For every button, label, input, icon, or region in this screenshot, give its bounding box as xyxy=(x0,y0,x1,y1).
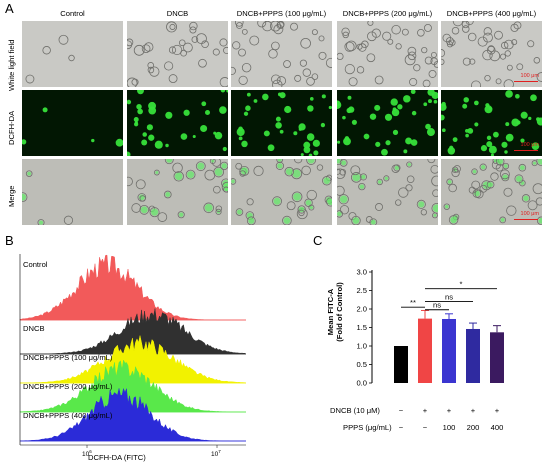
significance-bracket-label: ns xyxy=(445,293,453,302)
histogram-series xyxy=(19,359,246,413)
hist-x-axis-label: DCFH-DA (FITC) xyxy=(88,453,146,462)
micrograph-tile xyxy=(22,159,123,225)
micrograph-tile xyxy=(22,21,123,87)
dncb-condition-cell: + xyxy=(446,406,452,415)
panel-b-letter: B xyxy=(5,233,14,248)
column-label: Control xyxy=(60,9,85,18)
panel-c-letter: C xyxy=(313,233,323,248)
column-label: DNCB+PPPS (100 μg/mL) xyxy=(236,9,327,18)
micrograph-tile xyxy=(337,90,438,156)
hist-tick-label-1e7: 107 xyxy=(211,449,221,459)
histogram-series xyxy=(19,254,246,321)
bar xyxy=(418,318,432,383)
scale-bar xyxy=(514,149,538,151)
bar-y-tick-label: 0.5 xyxy=(356,360,367,369)
micrograph-tile: 100 μm xyxy=(441,90,542,156)
histogram-track-label: Control xyxy=(23,260,48,269)
scale-bar xyxy=(514,218,538,220)
scale-bar-label: 100 μm xyxy=(520,73,539,79)
ppps-condition-cell: 400 xyxy=(490,423,504,432)
micrograph-tile xyxy=(337,159,438,225)
scale-bar xyxy=(514,80,538,82)
bar xyxy=(394,346,408,383)
bar-y-tick-label: 1.0 xyxy=(356,342,367,351)
micrograph-tile xyxy=(231,21,332,87)
histogram-track-label: DNCB+PPPS (100 μg/mL) xyxy=(23,353,113,362)
histogram-track-label: DNCB xyxy=(23,324,45,333)
micrograph-tile xyxy=(127,90,228,156)
micrograph-tile xyxy=(231,90,332,156)
micrograph-tile: 100 μm xyxy=(441,159,542,225)
histogram-series xyxy=(20,308,247,355)
micrograph-tile xyxy=(22,90,123,156)
micrograph-tile xyxy=(337,21,438,87)
bar-y-tick-label: 2.5 xyxy=(356,286,367,295)
bar xyxy=(490,332,504,383)
significance-bracket-label: ** xyxy=(410,298,416,307)
hist-tick-label-1e6: 106 xyxy=(82,449,92,459)
column-label: DNCB+PPPS (200 μg/mL) xyxy=(342,9,433,18)
dncb-condition-cell: + xyxy=(494,406,500,415)
column-label: DNCB+PPPS (400 μg/mL) xyxy=(446,9,537,18)
ppps-condition-cell: − xyxy=(398,423,404,432)
ppps-condition-cell: 200 xyxy=(466,423,480,432)
dncb-row-label: DNCB (10 μM) xyxy=(330,406,380,415)
ppps-row-label: PPPS (μg/mL) xyxy=(343,423,392,432)
micrograph-tile: 100 μm xyxy=(441,21,542,87)
bar-y-tick-label: 1.5 xyxy=(356,323,367,332)
bar xyxy=(466,328,480,383)
histogram-track-label: DNCB+PPPS (200 μg/mL) xyxy=(23,382,113,391)
micrograph-tile xyxy=(231,159,332,225)
dncb-condition-cell: + xyxy=(470,406,476,415)
scale-bar-label: 100 μm xyxy=(520,211,539,217)
histogram-track-label: DNCB+PPPS (400 μg/mL) xyxy=(23,411,113,420)
dncb-condition-cell: + xyxy=(422,406,428,415)
bar-y-tick-label: 2.0 xyxy=(356,305,367,314)
scale-bar-label: 100 μm xyxy=(520,142,539,148)
micrograph-tile xyxy=(127,159,228,225)
histogram-series xyxy=(19,335,247,384)
bar-y-tick-label: 0.0 xyxy=(356,379,367,388)
significance-bracket-label: ns xyxy=(433,301,441,310)
flow-histogram-overlay xyxy=(19,254,247,448)
row-label: White light field xyxy=(7,39,16,92)
micrograph-tile xyxy=(127,21,228,87)
bar-y-axis-label: Mean FITC-A (Fold of Control) xyxy=(326,282,344,342)
histogram-series xyxy=(19,387,246,442)
ppps-condition-cell: 100 xyxy=(442,423,456,432)
ppps-condition-cell: − xyxy=(422,423,428,432)
dncb-condition-cell: − xyxy=(398,406,404,415)
row-label: Merge xyxy=(7,185,16,207)
bar-y-tick-label: 3.0 xyxy=(356,268,367,277)
bar xyxy=(442,318,456,383)
column-label: DNCB xyxy=(166,9,189,18)
significance-bracket-label: * xyxy=(460,280,463,289)
panel-a-letter: A xyxy=(5,1,14,16)
row-label: DCFH-DA xyxy=(7,110,16,145)
